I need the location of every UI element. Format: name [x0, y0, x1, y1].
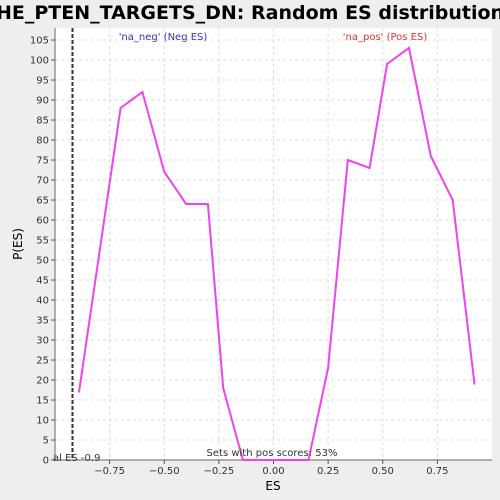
y-tick-label: 65 — [36, 196, 49, 207]
y-tick-label: 40 — [36, 296, 49, 307]
y-tick-label: 15 — [36, 396, 49, 407]
x-tick-label: 0.25 — [317, 466, 339, 477]
neg-es-annotation: 'na_neg' (Neg ES) — [119, 32, 208, 43]
data-point — [207, 203, 209, 205]
y-tick-label: 30 — [36, 336, 49, 347]
data-point — [368, 167, 371, 169]
y-tick-label: 60 — [36, 216, 49, 227]
y-tick-label: 0 — [43, 456, 49, 467]
pos-es-annotation: 'na_pos' (Pos ES) — [343, 32, 428, 43]
data-point — [259, 459, 262, 461]
y-tick-label: 45 — [36, 276, 49, 287]
ticks: 0 5 10 15 20 25 30 35 40 45 50 55 60 65 70 75 80 85 90 95 10… — [30, 36, 449, 478]
data-point — [285, 459, 288, 461]
x-tick-label: 0.00 — [262, 466, 284, 477]
y-tick-label: 20 — [36, 376, 49, 387]
y-tick-label: 35 — [36, 316, 49, 327]
y-tick-label: 70 — [36, 176, 49, 187]
y-tick-label: 100 — [30, 56, 49, 67]
data-point — [430, 155, 432, 157]
y-tick-label: 90 — [36, 96, 49, 107]
y-tick-label: 50 — [36, 256, 49, 267]
y-tick-label: 10 — [36, 416, 49, 427]
data-point — [346, 159, 349, 161]
data-point — [185, 203, 187, 205]
series-layer — [71, 28, 476, 461]
x-tick-label: 0.50 — [372, 466, 394, 477]
x-tick-label: −0.50 — [149, 466, 180, 477]
y-tick-label: 5 — [43, 436, 49, 447]
y-axis-label: P(ES) — [11, 228, 25, 260]
y-tick-label: 95 — [36, 76, 49, 87]
data-point — [451, 199, 454, 201]
x-tick-label: −0.75 — [94, 466, 125, 477]
actual-es-label: al ES -0.9 — [53, 453, 100, 464]
data-point — [327, 367, 329, 369]
data-point — [408, 47, 410, 49]
data-point — [78, 391, 80, 393]
x-tick-label: 0.75 — [426, 466, 448, 477]
y-tick-label: 55 — [36, 236, 49, 247]
data-point — [163, 171, 166, 173]
pos-scores-annotation: Sets with pos scores: 53% — [207, 448, 338, 459]
y-tick-label: 25 — [36, 356, 49, 367]
data-point — [386, 63, 388, 65]
data-point — [222, 387, 225, 389]
y-tick-label: 80 — [36, 136, 49, 147]
chart-title: HE_PTEN_TARGETS_DN: Random ES distributi… — [0, 2, 500, 24]
x-tick-label: −0.25 — [204, 466, 235, 477]
grid — [55, 28, 492, 460]
y-tick-label: 75 — [36, 156, 49, 167]
data-point — [119, 107, 122, 109]
y-tick-label: 105 — [30, 36, 49, 47]
y-tick-label: 85 — [36, 116, 49, 127]
data-point — [307, 459, 310, 461]
data-point — [242, 459, 244, 461]
data-point — [141, 91, 144, 93]
x-axis-label: ES — [265, 479, 280, 493]
data-point — [473, 383, 476, 385]
